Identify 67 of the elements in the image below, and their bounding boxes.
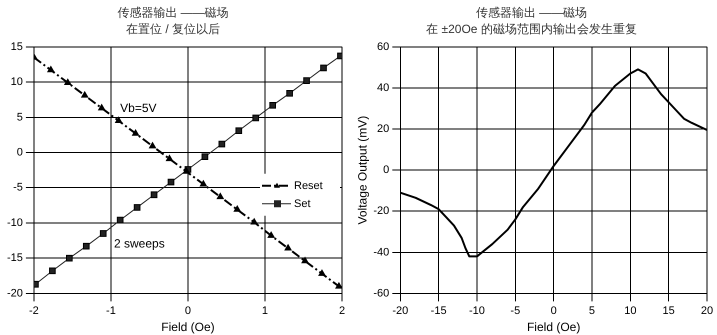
y-tick-label: 20 [377,123,390,136]
y-tick-label: 0 [16,146,23,159]
y-tick-label: -20 [373,205,390,218]
point [318,270,326,276]
y-tick-label: -40 [373,246,390,258]
x-tick-label: 20 [700,305,714,318]
point [268,232,274,238]
point [66,254,73,262]
point [34,280,39,288]
point [150,191,158,198]
point [235,127,242,134]
x-tick-label: 2 [338,305,346,318]
x-tick-label: 15 [662,305,675,318]
x-tick-label: 10 [624,305,636,318]
point [202,153,208,160]
x-tick-label: -5 [510,305,520,318]
point [286,90,293,97]
annotation: Vb=5V [120,100,157,115]
y-tick-label: -20 [6,287,23,300]
y-tick-label: -5 [13,182,23,194]
y-tick-label: 5 [16,111,23,124]
point [134,204,140,211]
y-tick-label: 0 [383,164,390,176]
point [166,155,173,162]
point [269,102,276,109]
point [49,268,56,274]
chart-subtitle: 在 ±20Oe 的磁场范围内输出会发生重复 [426,22,637,36]
x-tick-label: 5 [588,305,596,318]
annotation: 2 sweeps [114,236,165,250]
legend-label: Set [294,198,311,210]
point [132,130,139,136]
point [252,114,260,122]
point [200,180,207,186]
y-tick-label: 40 [377,82,390,94]
x-tick-label: -2 [29,305,39,318]
point [320,64,327,72]
point [48,66,54,72]
y-tick-label: 10 [10,76,23,88]
point [302,257,308,264]
point [149,142,156,148]
x-tick-label: 1 [262,305,268,318]
point [168,178,174,186]
x-axis-title: Field (Oe) [526,320,580,334]
legend-label: Reset [294,180,323,192]
chart-title: 传感器输出 ——磁场 [476,6,588,20]
y-tick-label: -10 [6,216,23,229]
x-tick-label: -10 [469,305,485,318]
x-tick-label: -1 [106,305,116,318]
x-tick-label: -15 [430,305,447,318]
chart-title: 传感器输出 ——磁场 [117,6,229,20]
y-tick-label: 15 [10,40,23,53]
point [100,230,107,237]
chart-subtitle: 在置位 / 复位以后 [126,22,220,36]
point [218,140,226,148]
y-tick-label: -15 [6,252,23,264]
point [303,77,310,84]
point [284,244,292,251]
x-axis-title: Field (Oe) [161,320,215,334]
y-tick-label: -60 [373,287,390,300]
x-tick-label: 0 [550,305,557,318]
point [82,242,90,250]
x-tick-label: 0 [184,305,192,318]
y-tick-label: 60 [377,40,390,53]
x-tick-label: -20 [392,305,408,318]
point [116,216,124,224]
point [115,117,122,124]
y-axis-title: Voltage Output (mV) [356,116,370,224]
